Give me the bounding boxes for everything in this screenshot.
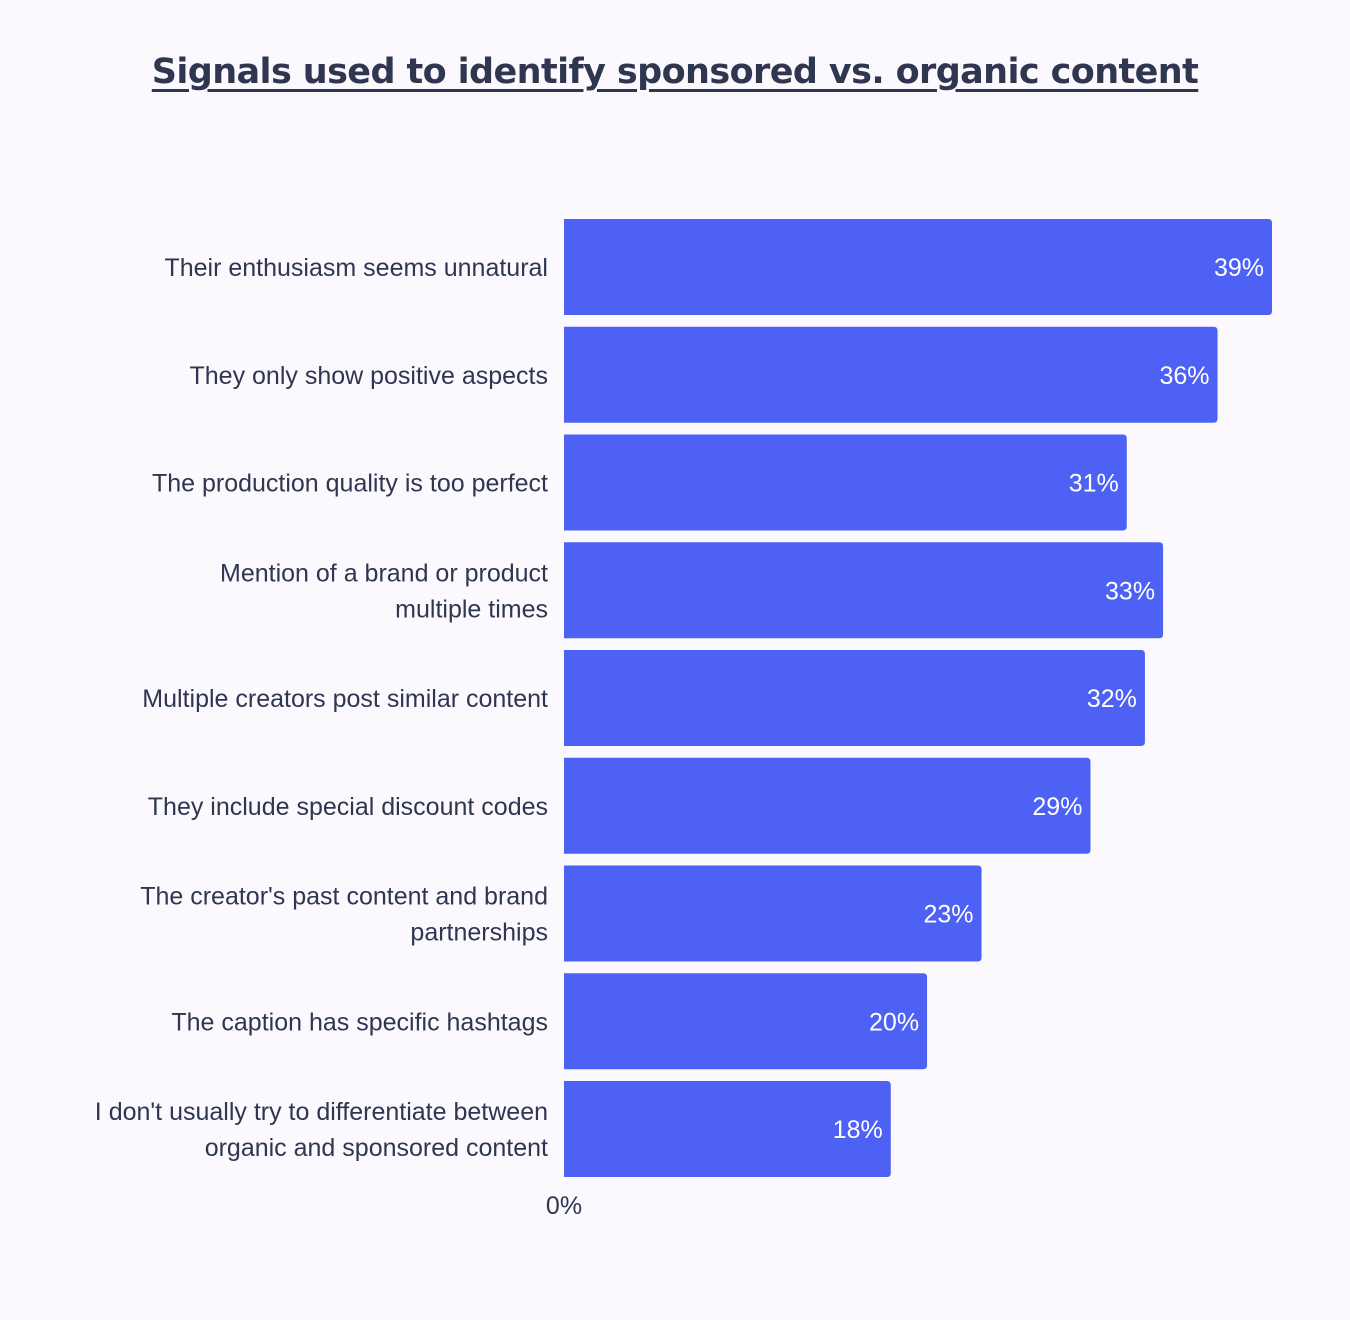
bar bbox=[564, 973, 928, 1070]
bar-value-label: 39% bbox=[1214, 254, 1264, 282]
x-tick-label: 0% bbox=[546, 1192, 582, 1220]
chart-title: Signals used to identify sponsored vs. o… bbox=[151, 52, 1199, 92]
bar-value-label: 32% bbox=[1087, 685, 1137, 713]
bar bbox=[564, 1081, 891, 1177]
bars-layer: 39% 36% 31% 33% 32% 29% 23% 20% 18% bbox=[564, 219, 1272, 1177]
category-label: Mention of a brand or product multiple ti… bbox=[220, 559, 548, 623]
bar-value-label: 18% bbox=[833, 1116, 883, 1144]
bar bbox=[564, 219, 1272, 315]
category-labels-layer: Their enthusiasm seems unnatural They onl… bbox=[95, 254, 548, 1162]
category-label: Multiple creators post similar content bbox=[142, 685, 548, 713]
category-label: I don't usually try to differentiate bet… bbox=[95, 1098, 548, 1162]
x-axis: 0% bbox=[546, 1192, 582, 1220]
bar bbox=[564, 650, 1145, 746]
bar bbox=[564, 434, 1127, 531]
category-label: They include special discount codes bbox=[148, 793, 548, 821]
category-label: Their enthusiasm seems unnatural bbox=[164, 254, 548, 282]
bar bbox=[564, 326, 1218, 423]
bar-value-label: 31% bbox=[1069, 470, 1119, 498]
category-label: The caption has specific hashtags bbox=[171, 1008, 548, 1036]
category-label: They only show positive aspects bbox=[189, 362, 548, 390]
bar-value-label: 33% bbox=[1105, 577, 1155, 605]
bar bbox=[564, 757, 1091, 854]
bar-value-label: 36% bbox=[1159, 362, 1209, 390]
bar-value-label: 29% bbox=[1032, 793, 1082, 821]
bar bbox=[564, 865, 982, 962]
bar-value-label: 23% bbox=[923, 901, 973, 929]
category-label: The production quality is too perfect bbox=[152, 470, 548, 498]
bar bbox=[564, 542, 1164, 639]
category-label: The creator's past content and brand part… bbox=[140, 883, 548, 947]
bar-value-label: 20% bbox=[869, 1008, 919, 1036]
